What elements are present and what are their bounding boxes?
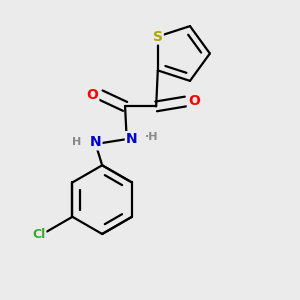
- Text: O: O: [188, 94, 200, 109]
- Text: H: H: [72, 137, 81, 147]
- Text: N: N: [90, 135, 101, 149]
- Text: ·H: ·H: [145, 133, 158, 142]
- Text: O: O: [86, 88, 98, 102]
- Text: N: N: [126, 132, 137, 146]
- Text: S: S: [153, 30, 163, 44]
- Text: Cl: Cl: [32, 228, 45, 241]
